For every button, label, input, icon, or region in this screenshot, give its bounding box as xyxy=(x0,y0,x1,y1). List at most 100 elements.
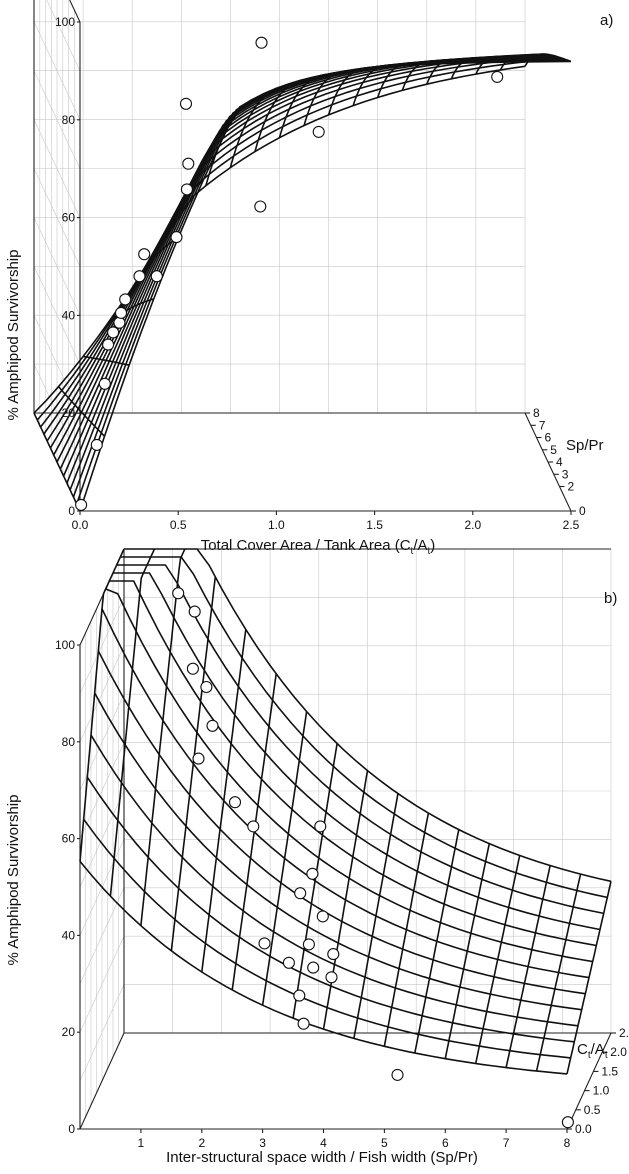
data-point xyxy=(316,910,329,923)
data-point xyxy=(180,183,193,196)
y-tick-label: 20 xyxy=(62,1025,76,1039)
data-point xyxy=(186,662,199,675)
data-point xyxy=(133,270,146,283)
y-tick-label: 20 xyxy=(62,406,76,420)
data-point xyxy=(306,867,319,880)
panel-b-surface-mesh xyxy=(79,548,612,1075)
surface-line-constant-z xyxy=(49,53,542,449)
data-point xyxy=(188,605,201,618)
surface-line-constant-z xyxy=(105,588,593,963)
z-tick-label: 1.0 xyxy=(593,1084,610,1098)
data-point xyxy=(247,820,260,833)
z-tick-label: 7 xyxy=(539,418,546,432)
panel-b-x-axis-title: Inter-structural space width / Fish widt… xyxy=(166,1149,478,1166)
data-point xyxy=(307,961,320,974)
y-tick-label: 80 xyxy=(62,113,76,127)
panel-a-y-axis-title: % Amphipod Survivorship xyxy=(5,250,22,421)
panel-a-surface-mesh xyxy=(33,53,572,512)
data-point xyxy=(179,97,193,110)
y-tick-label: 40 xyxy=(62,928,76,942)
surface-line-constant-x xyxy=(109,548,156,897)
data-point xyxy=(561,1116,574,1129)
z-tick-label: 1.5 xyxy=(601,1064,618,1078)
panel-b-gridlines xyxy=(79,548,612,1130)
surface-line-constant-z xyxy=(116,564,604,915)
panel-b-z-axis-title: Ct/At xyxy=(577,1041,608,1061)
data-point xyxy=(182,157,195,170)
x-tick-label: 4 xyxy=(320,1136,327,1150)
axis-box-edge xyxy=(566,1032,612,1130)
data-point xyxy=(98,377,111,390)
z-tick-label: 4 xyxy=(556,455,563,469)
data-point xyxy=(302,938,315,951)
data-point xyxy=(293,989,306,1002)
z-tick-label: 2.5 xyxy=(619,1026,629,1040)
z-tick-label: 0.0 xyxy=(575,1122,592,1136)
surface-line-constant-z xyxy=(90,734,579,1027)
data-point xyxy=(119,293,132,306)
data-point xyxy=(255,36,268,49)
surface-line-constant-z xyxy=(39,57,532,428)
data-point xyxy=(90,438,103,451)
x-tick-label: 2 xyxy=(198,1136,205,1150)
panel-a-gridlines xyxy=(33,0,526,512)
x-tick-label: 0.5 xyxy=(170,518,187,532)
x-tick-label: 7 xyxy=(503,1136,510,1150)
panel-b-box xyxy=(79,548,612,1130)
panel-a-z-axis-title: Sp/Pr xyxy=(566,437,604,454)
data-point xyxy=(282,956,295,969)
x-tick-label: 0.0 xyxy=(72,518,89,532)
surface-line-constant-z xyxy=(46,53,539,442)
data-point xyxy=(114,306,128,319)
x-tick-label: 1.0 xyxy=(268,518,285,532)
surface-line-constant-z xyxy=(56,53,549,463)
z-tick-label: 0.5 xyxy=(584,1103,601,1117)
data-point xyxy=(172,587,185,600)
data-point xyxy=(391,1068,404,1081)
surface-line-constant-z xyxy=(94,692,582,1011)
surface-line-constant-z xyxy=(113,572,601,931)
x-tick-label: 2.5 xyxy=(563,518,580,532)
panel-b-y-axis-title: % Amphipod Survivorship xyxy=(5,795,22,966)
data-point xyxy=(150,270,163,283)
data-point xyxy=(138,248,151,261)
y-tick-label: 0 xyxy=(68,504,75,518)
x-tick-label: 1.5 xyxy=(366,518,383,532)
x-tick-label: 1 xyxy=(138,1136,145,1150)
surface-line-constant-z xyxy=(124,548,612,883)
data-point xyxy=(294,887,307,900)
axis-box-edge xyxy=(79,1032,125,1130)
panel-a-data-points xyxy=(75,36,504,511)
panel-b-tick-labels: 0 20 40 60 80 100 1 2 3 4 5 6 7 8 0.0 0.5 1.0 1.5 2.0 2.5 xyxy=(55,638,629,1150)
data-point xyxy=(297,1017,310,1030)
x-tick-label: 8 xyxy=(564,1136,571,1150)
panel-a-x-axis-title: Total Cover Area / Tank Area (Ct/At) xyxy=(201,537,436,557)
surface-line-constant-z xyxy=(101,608,590,979)
data-point xyxy=(327,948,340,961)
data-point xyxy=(314,820,327,833)
x-tick-label: 2.0 xyxy=(464,518,481,532)
axis-box-edge xyxy=(69,0,81,23)
z-tick-label: 3 xyxy=(562,467,569,481)
data-point xyxy=(200,680,213,694)
y-tick-label: 100 xyxy=(55,638,75,652)
x-tick-label: 3 xyxy=(259,1136,266,1150)
data-point xyxy=(192,752,205,765)
panel-a-box xyxy=(33,0,572,512)
surface-line-constant-z xyxy=(66,56,558,484)
data-point xyxy=(325,971,338,984)
data-point xyxy=(228,796,242,809)
data-point xyxy=(491,70,504,83)
y-tick-label: 100 xyxy=(55,15,75,29)
surface-line-constant-z xyxy=(79,860,568,1075)
z-tick-label: 5 xyxy=(550,443,557,457)
panel-b: 0 20 40 60 80 100 1 2 3 4 5 6 7 8 0.0 0.5 1.0 1.5 2.0 2.5 b… xyxy=(5,548,629,1166)
panel-a-label: a) xyxy=(600,12,613,29)
surface-line-constant-z xyxy=(120,556,608,899)
data-point xyxy=(113,316,126,329)
surface-line-constant-z xyxy=(52,53,545,456)
z-tick-label: 2.0 xyxy=(610,1045,627,1059)
